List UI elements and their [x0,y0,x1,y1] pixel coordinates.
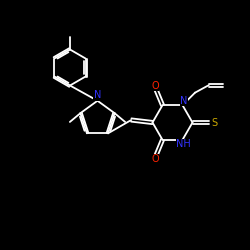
Text: N: N [180,96,188,106]
Text: O: O [151,81,159,91]
Text: O: O [151,154,159,164]
Text: S: S [211,118,217,128]
Text: N: N [94,90,101,100]
Text: NH: NH [176,139,191,149]
